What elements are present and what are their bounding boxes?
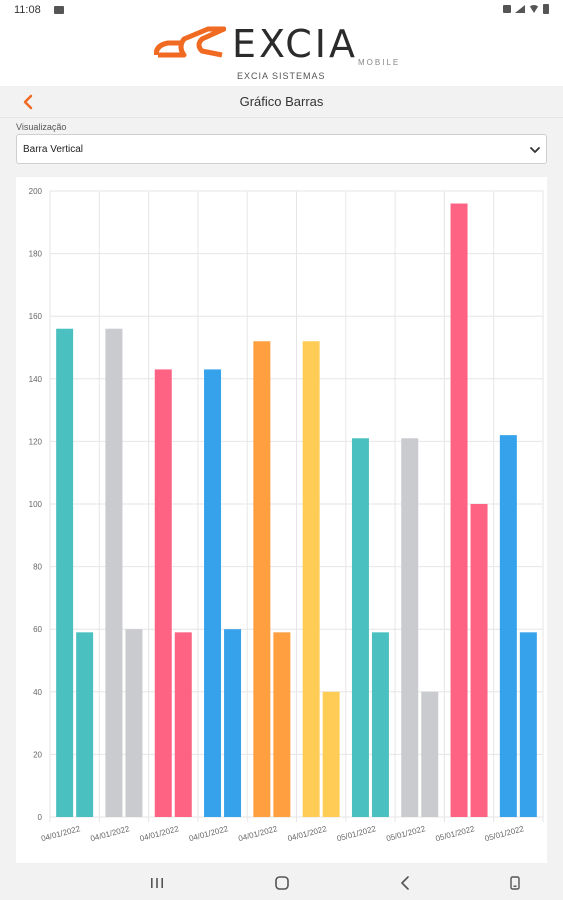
system-nav-bar	[0, 866, 563, 900]
bar	[322, 691, 340, 817]
home-icon[interactable]	[273, 874, 291, 892]
bar	[273, 632, 291, 817]
y-tick-label: 100	[29, 500, 43, 509]
excia-logo-icon	[154, 26, 226, 58]
chart-card: 0 20 40 60 80 100 120 140 160 180 200 04/01/2022 04/…	[16, 177, 547, 863]
bar	[105, 328, 123, 817]
image-icon	[54, 6, 64, 14]
x-tick-label: 04/01/2022	[40, 824, 82, 843]
y-tick-label: 0	[38, 813, 43, 822]
bar	[224, 629, 242, 817]
x-tick-label: 04/01/2022	[139, 824, 181, 843]
y-tick-label: 200	[29, 187, 43, 196]
bar	[470, 504, 488, 817]
visualization-selected-value: Barra Vertical	[23, 144, 84, 155]
recents-icon[interactable]	[148, 874, 166, 892]
bar	[401, 438, 419, 817]
bar	[351, 438, 369, 817]
y-tick-label: 140	[29, 375, 43, 384]
brand-header: EXCIA MOBILE EXCIA SISTEMAS	[0, 22, 563, 86]
battery-icon	[543, 4, 549, 14]
visualization-select[interactable]: Barra Vertical	[16, 134, 547, 164]
bar	[302, 341, 320, 817]
y-tick-label: 40	[33, 688, 42, 697]
y-tick-label: 160	[29, 312, 43, 321]
signal-icon	[515, 5, 525, 13]
x-tick-label: 04/01/2022	[188, 824, 230, 843]
y-tick-label: 180	[29, 250, 43, 259]
y-tick-label: 80	[33, 563, 42, 572]
y-tick-label: 120	[29, 437, 43, 446]
x-tick-label: 05/01/2022	[484, 824, 526, 843]
status-time: 11:08	[14, 4, 41, 16]
visualization-label: Visualização	[16, 122, 67, 132]
brand-mobile: MOBILE	[358, 58, 401, 67]
bar	[450, 203, 468, 817]
x-tick-label: 05/01/2022	[336, 824, 378, 843]
keyboard-icon[interactable]	[506, 874, 524, 892]
bar	[154, 369, 172, 817]
status-bar: 11:08	[0, 0, 563, 22]
x-tick-label: 04/01/2022	[287, 824, 329, 843]
y-tick-label: 60	[33, 625, 42, 634]
bar	[519, 632, 537, 817]
x-tick-label: 05/01/2022	[435, 824, 477, 843]
y-tick-label: 20	[33, 750, 42, 759]
chevron-down-icon	[530, 147, 540, 153]
bar	[371, 632, 389, 817]
bar	[204, 369, 222, 817]
bar	[499, 435, 517, 817]
nav-bar: Gráfico Barras	[0, 86, 563, 118]
bar	[174, 632, 192, 817]
back-icon[interactable]	[397, 874, 415, 892]
bar	[76, 632, 94, 817]
bar-chart: 0 20 40 60 80 100 120 140 160 180 200 04/01/2022 04/…	[29, 187, 544, 843]
x-tick-label: 04/01/2022	[237, 824, 279, 843]
x-tick-label: 04/01/2022	[89, 824, 131, 843]
brand-company: EXCIA SISTEMAS	[237, 71, 326, 81]
status-icons	[503, 4, 549, 14]
bar	[56, 328, 74, 817]
bar	[421, 691, 439, 817]
bar	[125, 629, 143, 817]
chevron-left-icon[interactable]	[18, 92, 38, 112]
bar	[253, 341, 271, 817]
wifi-icon	[529, 5, 539, 13]
x-tick-label: 05/01/2022	[385, 824, 427, 843]
mute-icon	[503, 5, 511, 13]
page-title: Gráfico Barras	[239, 94, 324, 109]
brand-word: EXCIA	[232, 22, 359, 66]
